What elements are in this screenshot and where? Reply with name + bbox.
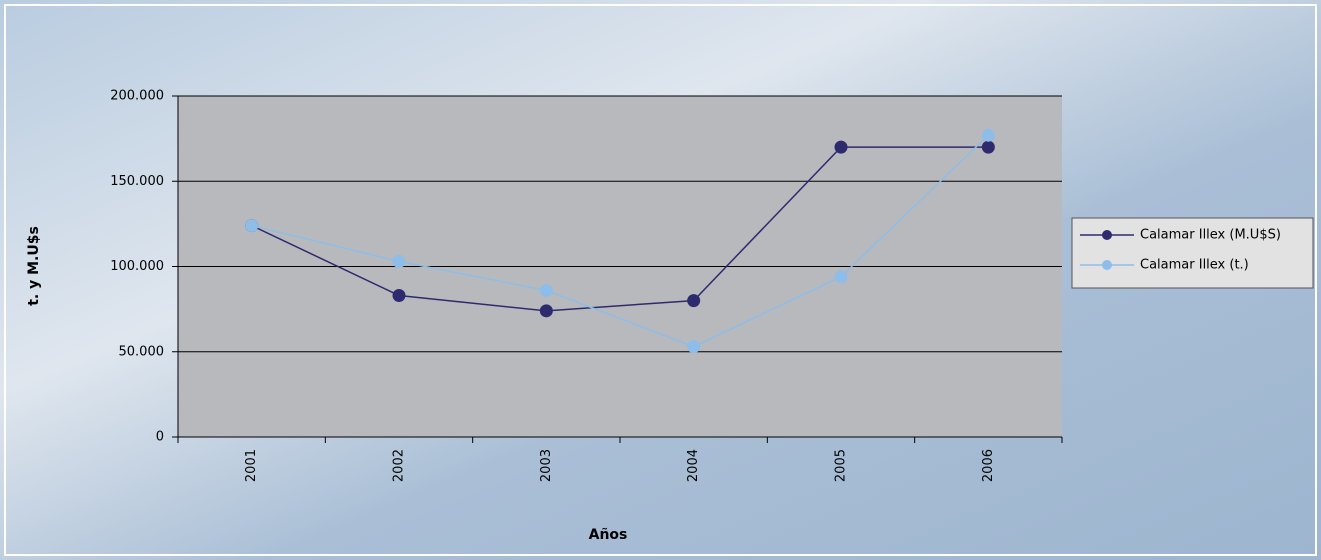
frame xyxy=(4,4,1317,556)
point xyxy=(539,304,553,318)
y-tick-label: 50.000 xyxy=(119,344,165,359)
series-line xyxy=(251,146,989,312)
point xyxy=(834,270,848,284)
point xyxy=(981,128,995,142)
y-tick-label: 200.000 xyxy=(110,89,164,104)
x-tick-label: 2005 xyxy=(834,449,849,482)
point xyxy=(687,294,701,308)
series-line xyxy=(251,134,989,348)
y-tick-label: 150.000 xyxy=(110,174,164,189)
point xyxy=(392,288,406,302)
point xyxy=(539,283,553,297)
x-axis-title: Años xyxy=(589,527,628,543)
legend-marker xyxy=(1102,260,1112,270)
x-tick-label: 2001 xyxy=(244,449,259,482)
point xyxy=(687,340,701,354)
x-tick-label: 2002 xyxy=(392,449,407,482)
legend-label: Calamar Illex (t.) xyxy=(1140,258,1249,273)
point xyxy=(392,254,406,268)
legend-label: Calamar Illex (M.U$S) xyxy=(1140,228,1281,243)
point xyxy=(981,140,995,154)
legend-marker xyxy=(1102,230,1112,240)
point xyxy=(245,219,259,233)
y-axis-title: t. y M.U$s xyxy=(26,226,42,306)
y-tick-label: 100.000 xyxy=(110,259,164,274)
legend xyxy=(1071,217,1314,289)
x-tick-label: 2006 xyxy=(981,449,996,482)
x-tick-label: 2004 xyxy=(686,449,701,482)
point xyxy=(834,140,848,154)
x-tick-label: 2003 xyxy=(539,449,554,482)
y-tick-label: 0 xyxy=(156,430,164,445)
